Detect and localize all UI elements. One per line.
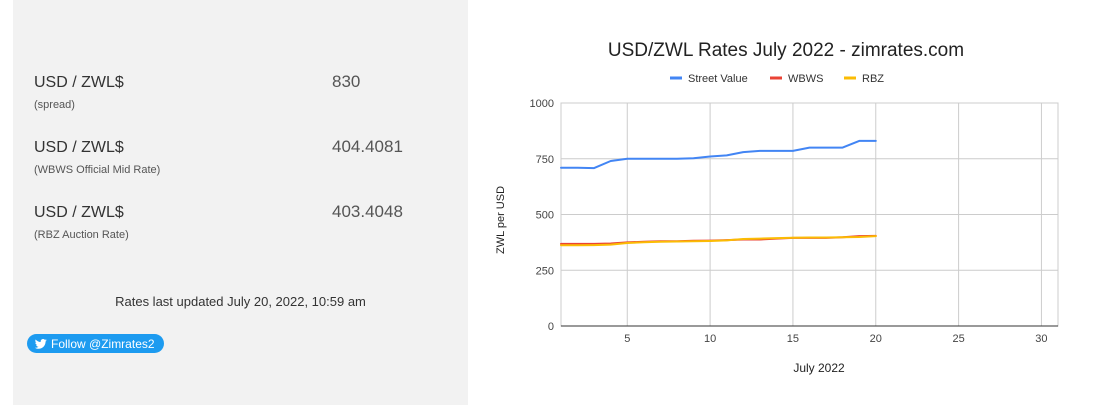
y-tick-label: 250: [536, 265, 554, 277]
twitter-follow-button[interactable]: Follow @Zimrates2: [27, 334, 164, 353]
twitter-bird-icon: [35, 338, 47, 349]
follow-button-label: Follow @Zimrates2: [51, 336, 155, 351]
chart-legend: Street Value WBWS RBZ: [670, 73, 884, 85]
x-tick-label: 20: [870, 333, 882, 345]
y-axis-ticks: 0 250 500 750 1000: [530, 98, 554, 333]
rate-description: (WBWS Official Mid Rate): [34, 164, 161, 176]
y-tick-label: 1000: [530, 98, 554, 110]
chart-title: USD/ZWL Rates July 2022 - zimrates.com: [608, 40, 964, 61]
chart-grid: [560, 102, 1059, 327]
rate-pair-label: USD / ZWL$: [34, 139, 124, 156]
rate-pair-label: USD / ZWL$: [34, 74, 124, 91]
rate-description: (spread): [34, 99, 75, 111]
y-axis-label: ZWL per USD: [495, 186, 507, 254]
y-tick-label: 0: [548, 321, 554, 333]
chart-svg: USD/ZWL Rates July 2022 - zimrates.com S…: [495, 40, 1059, 375]
x-axis-ticks: 5 10 15 20 25 30: [624, 333, 1047, 345]
x-tick-label: 30: [1035, 333, 1047, 345]
x-tick-label: 25: [952, 333, 964, 345]
x-tick-label: 5: [624, 333, 630, 345]
legend-label-rbz: RBZ: [862, 73, 884, 85]
x-tick-label: 10: [704, 333, 716, 345]
last-updated-text: Rates last updated July 20, 2022, 10:59 …: [115, 294, 366, 309]
rate-value: 404.4081: [332, 137, 403, 156]
y-tick-label: 500: [536, 210, 554, 222]
legend-label-wbws: WBWS: [788, 73, 823, 85]
rates-chart: USD/ZWL Rates July 2022 - zimrates.com S…: [480, 0, 1117, 405]
chart-series: [560, 139, 877, 247]
rates-panel: USD / ZWL$ 830 (spread) USD / ZWL$ 404.4…: [13, 0, 468, 405]
x-axis-label: July 2022: [793, 361, 845, 375]
series-line-street-value: [560, 139, 877, 170]
y-tick-label: 750: [536, 154, 554, 166]
rate-description: (RBZ Auction Rate): [34, 229, 129, 241]
rate-value: 403.4048: [332, 202, 403, 221]
series-line-rbz: [560, 235, 877, 247]
rate-value: 830: [332, 72, 361, 91]
x-tick-label: 15: [787, 333, 799, 345]
legend-label-street-value: Street Value: [688, 73, 748, 85]
rate-pair-label: USD / ZWL$: [34, 204, 124, 221]
